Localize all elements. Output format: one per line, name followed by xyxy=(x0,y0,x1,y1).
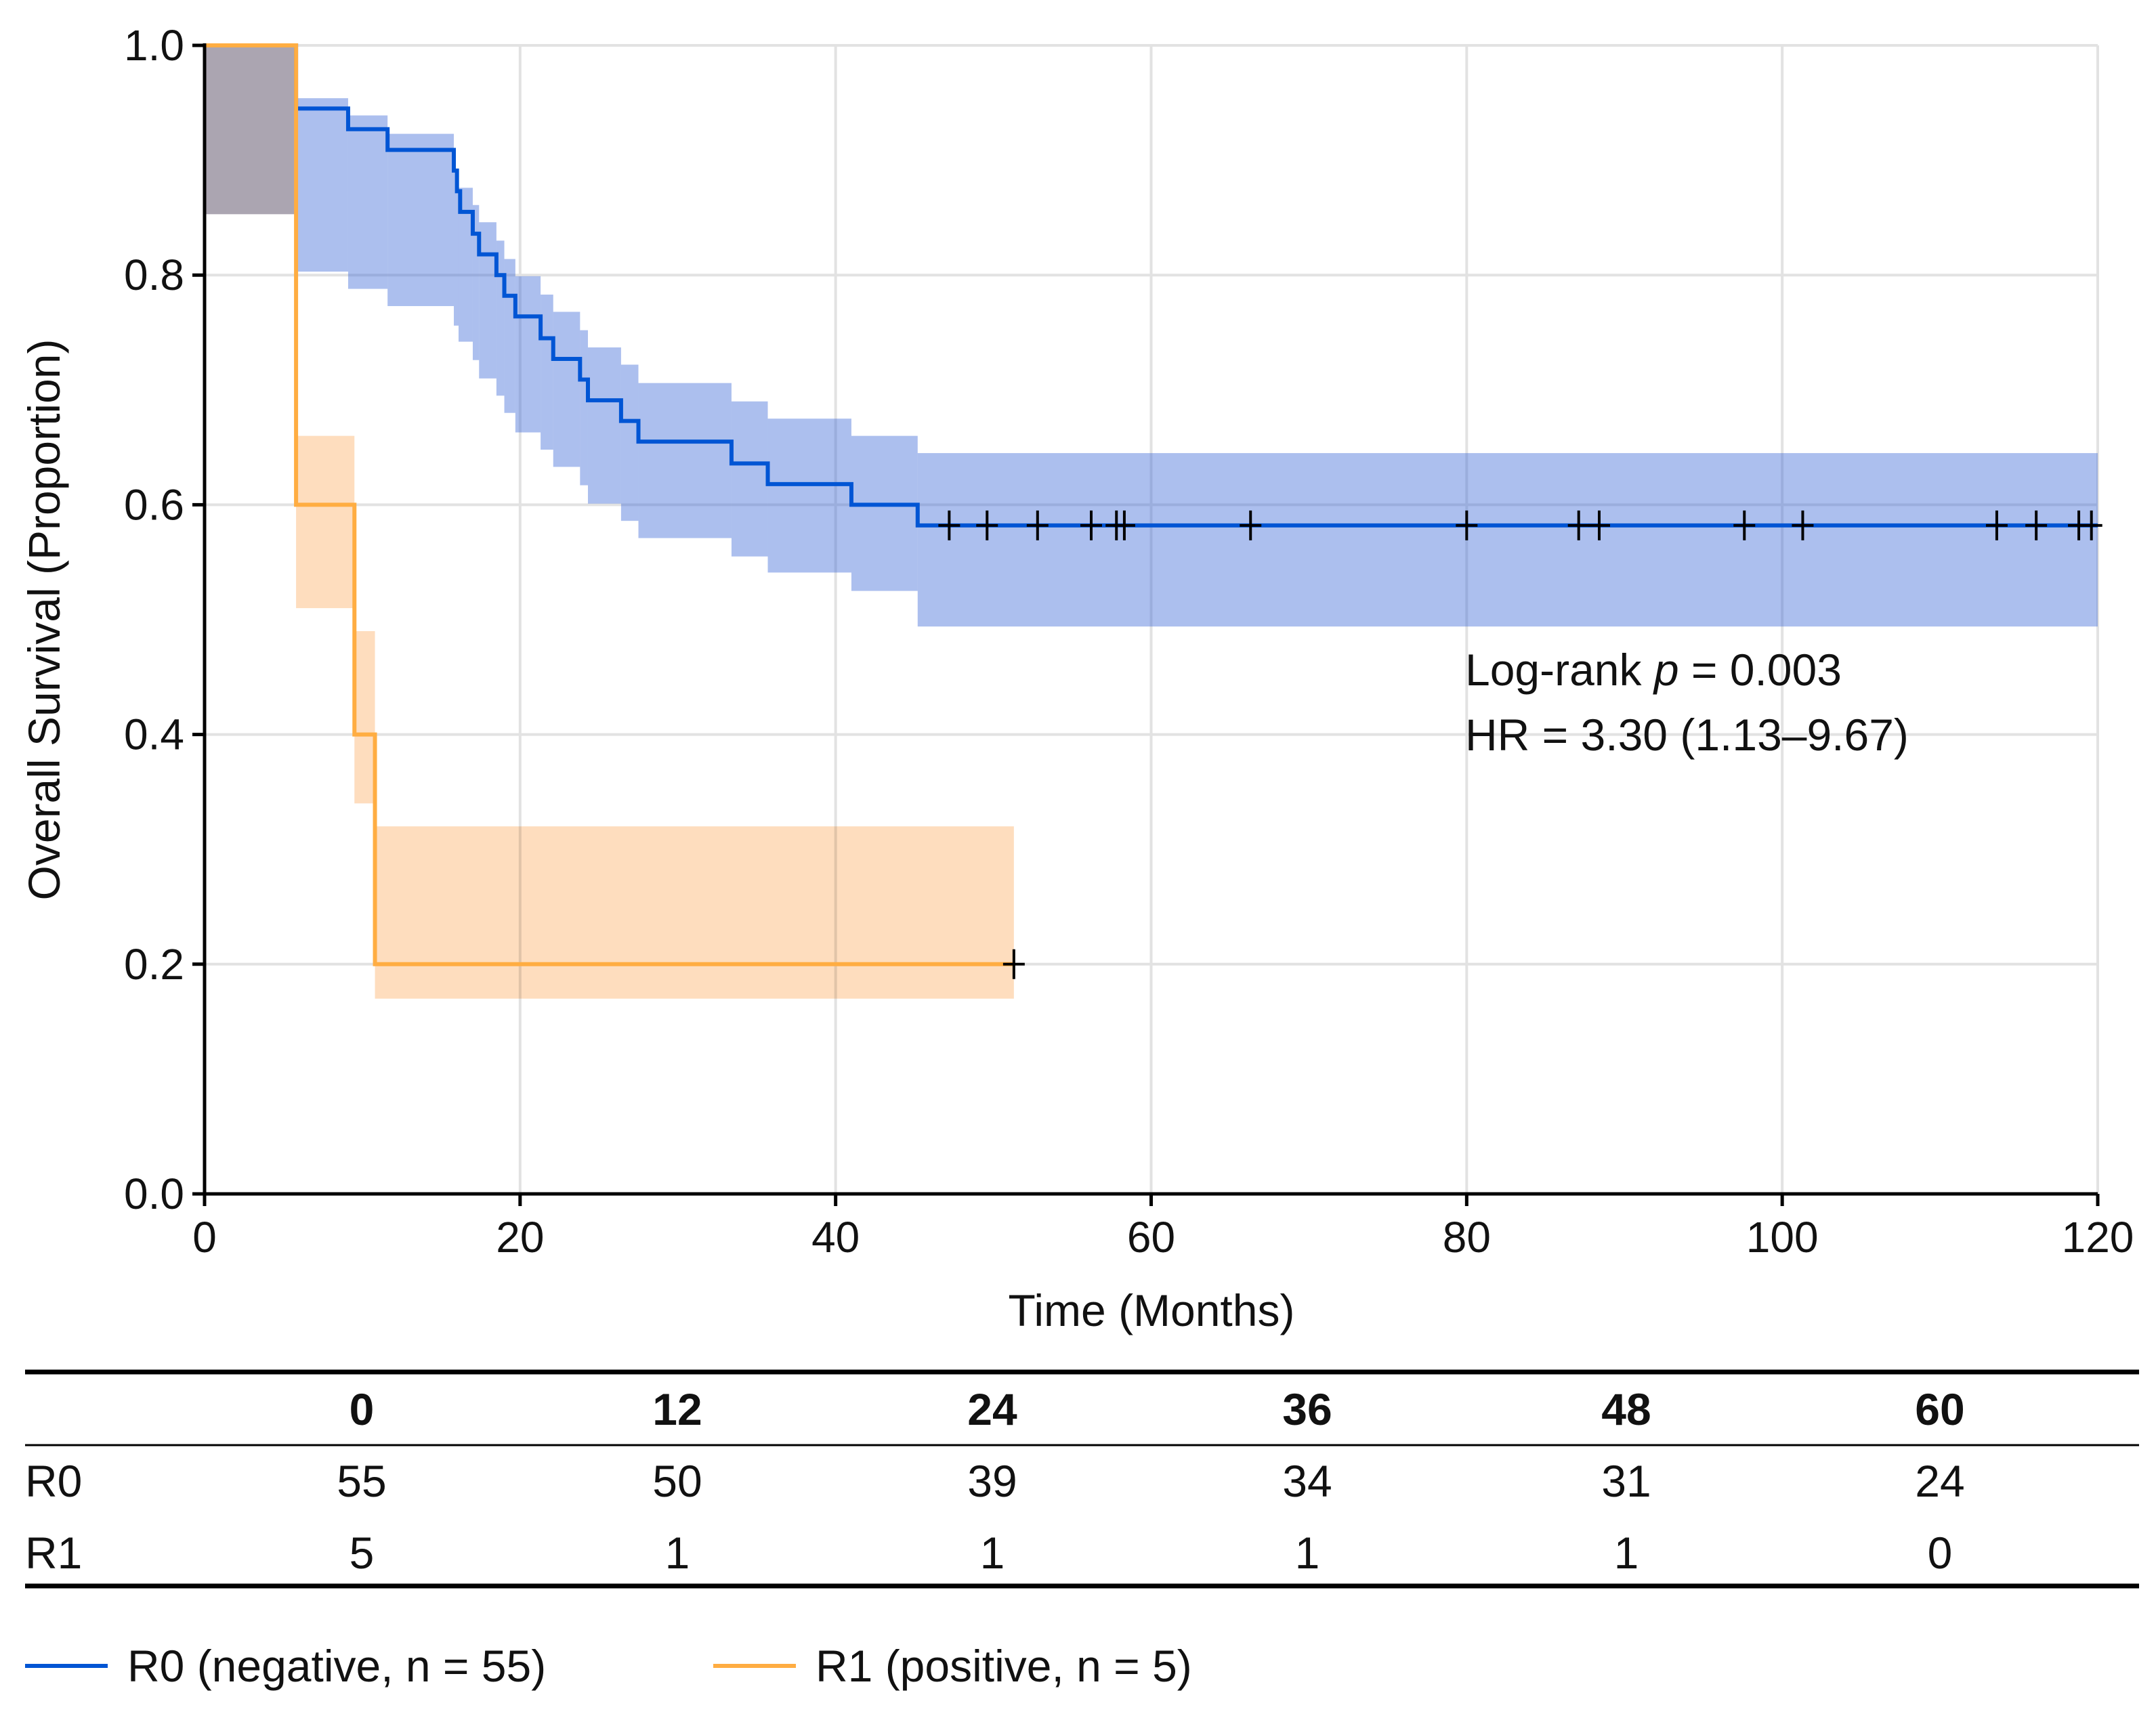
ci-band-segment xyxy=(458,188,473,342)
table-cell: 1 xyxy=(1614,1528,1639,1578)
hazard-ratio-annotation: HR = 3.30 (1.13–9.67) xyxy=(1465,710,1909,760)
survival-curve-r0 xyxy=(205,43,2098,528)
x-tick-label: 100 xyxy=(1746,1213,1819,1262)
ci-band-segment xyxy=(296,435,355,609)
y-tick-label: 1.0 xyxy=(124,21,184,70)
table-cell: 1 xyxy=(1295,1528,1320,1578)
ci-band-segment xyxy=(541,295,553,450)
censor-mark xyxy=(1733,510,1756,540)
ci-band-segment xyxy=(296,98,348,272)
confidence-bands xyxy=(205,45,2098,999)
table-row-label: R1 xyxy=(25,1528,82,1578)
censor-mark xyxy=(1240,510,1262,540)
ci-band-segment xyxy=(620,364,639,521)
table-cell: 0 xyxy=(1928,1528,1953,1578)
ci-band-segment xyxy=(767,419,851,573)
ci-band-segment xyxy=(387,133,455,306)
table-header-time: 48 xyxy=(1601,1384,1651,1434)
ci-band-segment xyxy=(375,826,1014,999)
table-header-time: 24 xyxy=(967,1384,1017,1434)
censor-mark xyxy=(1026,510,1049,540)
table-cell: 1 xyxy=(980,1528,1005,1578)
logrank-value: = 0.003 xyxy=(1679,645,1842,695)
legend-item-r0: R0 (negative, n = 55) xyxy=(25,1641,546,1691)
ci-band-segment xyxy=(917,453,2098,627)
censor-mark xyxy=(1113,510,1135,540)
censor-mark xyxy=(976,510,998,540)
table-cell: 55 xyxy=(337,1456,386,1506)
y-tick-label: 0.8 xyxy=(124,251,184,299)
table-cell: 1 xyxy=(665,1528,690,1578)
table-cell: 31 xyxy=(1601,1456,1651,1506)
risk-table: 0 12 24 36 48 60 R0 55 50 39 34 31 24 R1 5 1 1 1 1 0 xyxy=(25,1369,2139,1589)
table-header-time: 36 xyxy=(1282,1384,1332,1434)
axes xyxy=(192,43,2100,1206)
table-header-time: 0 xyxy=(350,1384,375,1434)
x-tick-label: 120 xyxy=(2062,1213,2134,1262)
ci-band-r1 xyxy=(205,45,1014,999)
censor-mark xyxy=(1792,510,1814,540)
ci-band-segment xyxy=(515,276,541,433)
table-cell: 34 xyxy=(1282,1456,1332,1506)
censor-mark xyxy=(1588,510,1610,540)
legend-label: R1 (positive, n = 5) xyxy=(816,1641,1192,1691)
ci-band-segment xyxy=(580,330,588,486)
x-tick-label: 0 xyxy=(192,1213,217,1262)
x-tick-label: 60 xyxy=(1127,1213,1175,1262)
table-row-label: R0 xyxy=(25,1456,82,1506)
y-tick-label: 0.2 xyxy=(124,940,184,989)
survival-curve-r1 xyxy=(205,43,1014,966)
table-header-time: 12 xyxy=(652,1384,702,1434)
ci-band-segment xyxy=(479,222,496,379)
censor-mark xyxy=(2080,510,2102,540)
ci-band-segment xyxy=(354,630,375,804)
ci-band-segment xyxy=(472,205,480,360)
ci-band-segment xyxy=(638,383,732,538)
x-axis-label: Time (Months) xyxy=(1009,1285,1295,1335)
legend-label: R0 (negative, n = 55) xyxy=(127,1641,546,1691)
ci-band-segment xyxy=(851,435,918,591)
censor-mark xyxy=(1985,510,2008,540)
table-cell: 24 xyxy=(1915,1456,1964,1506)
table-cell: 39 xyxy=(967,1456,1017,1506)
y-axis-label: Overall Survival (Proportion) xyxy=(19,339,69,901)
censor-marks xyxy=(938,510,2102,979)
table-cell: 50 xyxy=(652,1456,702,1506)
tick-labels: 0.0 0.2 0.4 0.6 0.8 1.0 0 20 40 60 80 100 120 xyxy=(124,21,2134,1262)
table-cell: 5 xyxy=(350,1528,375,1578)
logrank-annotation: Log-rank p = 0.003 xyxy=(1465,645,1842,695)
y-tick-label: 0.4 xyxy=(124,710,184,759)
x-tick-label: 20 xyxy=(496,1213,544,1262)
legend-item-r1: R1 (positive, n = 5) xyxy=(713,1641,1192,1691)
censor-mark xyxy=(1080,510,1102,540)
censor-mark xyxy=(1002,949,1025,979)
gridlines xyxy=(203,44,2099,1195)
ci-band-segment xyxy=(454,169,459,326)
logrank-prefix: Log-rank xyxy=(1465,645,1654,695)
x-tick-label: 40 xyxy=(811,1213,860,1262)
censor-mark xyxy=(2025,510,2048,540)
logrank-p-symbol: p xyxy=(1653,645,1679,695)
ci-band-segment xyxy=(496,240,505,396)
ci-band-segment xyxy=(587,347,621,504)
y-tick-label: 0.0 xyxy=(124,1170,184,1218)
ci-band-segment xyxy=(205,45,297,215)
censor-mark xyxy=(1456,510,1478,540)
ci-band-segment xyxy=(553,312,580,467)
censor-mark xyxy=(938,510,960,540)
ci-band-segment xyxy=(731,401,768,557)
table-header-time: 60 xyxy=(1915,1384,1964,1434)
legend: R0 (negative, n = 55) R1 (positive, n = 5… xyxy=(25,1641,1192,1691)
x-tick-label: 80 xyxy=(1443,1213,1491,1262)
ci-band-segment xyxy=(347,115,388,289)
survival-curves xyxy=(205,43,2098,966)
y-tick-label: 0.6 xyxy=(124,480,184,529)
censor-mark xyxy=(1567,510,1590,540)
